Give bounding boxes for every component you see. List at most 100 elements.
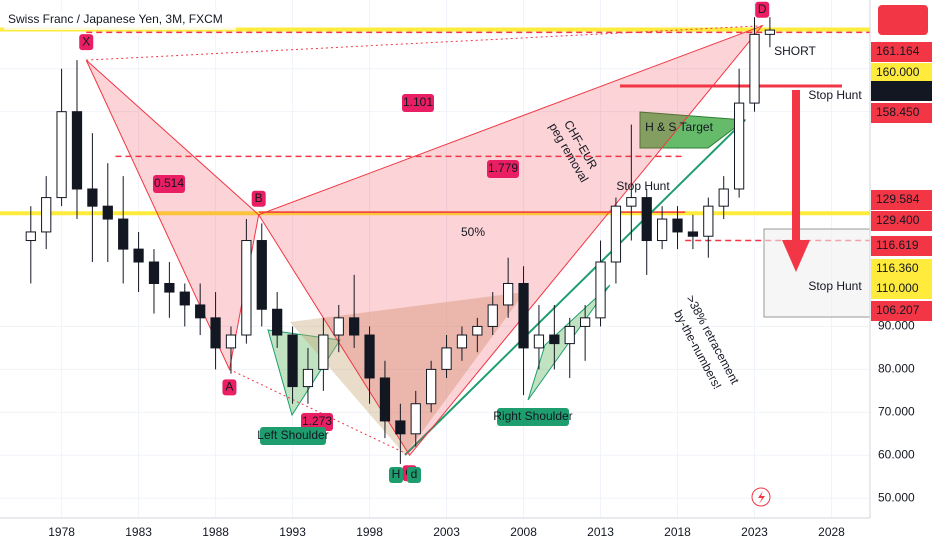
candle-body [657,218,668,242]
candle-body [71,111,83,190]
target-label: H & S Target [645,120,713,134]
candle-body [318,334,329,370]
candle-body [210,317,221,349]
y-tick-label: 60.000 [878,447,915,461]
candle-body [518,282,529,349]
candle-body [41,197,52,233]
price-badge-label: 159.130 [876,83,920,97]
candles [25,17,776,464]
y-tick-label: 80.000 [878,362,915,376]
candle-body [564,325,575,345]
candle-body [179,291,190,306]
x-tick-label: 1998 [356,525,383,539]
price-badge [871,42,932,62]
candle-body [56,111,67,199]
ratio-label: 1.101 [403,95,433,109]
short-label: SHORT [774,44,816,58]
candle-body [256,240,267,310]
candle-body [533,334,545,349]
candle-body [410,403,421,435]
candle-body [349,317,360,336]
candle-body [733,102,745,190]
y-tick-label: 70.000 [878,405,915,419]
fifty-label: 50% [461,225,485,239]
ratio-badge [402,94,434,112]
price-badge-label: 116.619 [876,238,919,252]
ratio-label: 1.779 [488,161,518,175]
candle-body [549,334,560,345]
candle-body [364,334,375,379]
event-icon-bolt [758,491,765,504]
point-badge [755,1,770,18]
candle-body [764,29,776,35]
candle-body [287,334,298,388]
candle-body [580,317,591,327]
price-badge [871,279,932,299]
shoulder-badge [497,408,569,426]
shoulder-label: Right Shoulder [493,409,572,423]
x-tick-label: 1978 [48,525,75,539]
candle-body [87,188,98,207]
price-badge [871,301,932,321]
candle-body [379,377,391,422]
target-callout [639,111,747,149]
point-label: B [255,191,263,205]
candle-body [441,347,452,370]
ratio-label: 1.273 [302,414,332,428]
candle-body [749,33,760,104]
candle-body [225,334,237,349]
price-badge-label: 161.164 [876,44,920,58]
price-badge-label: 129.584 [876,192,920,206]
chart-title: Swiss Franc / Japanese Yen, 3M, FXCM [8,12,223,26]
price-badge [871,190,932,210]
candle-body [133,248,144,263]
candle-body [426,368,437,405]
price-badge-label: 116.360 [876,261,919,275]
x-tick-label: 2013 [587,525,614,539]
price-badge-label: 129.400 [876,213,920,227]
price-badge [871,63,932,83]
price-badge [871,103,932,123]
x-tick-label: 1988 [202,525,229,539]
ratio-badge [487,160,519,178]
candle-body [503,282,514,306]
candle-body [487,304,498,327]
title-bg [4,10,236,30]
candle-body [610,205,622,263]
point-label: d [411,467,418,481]
y-tick-label: 90.000 [878,319,915,333]
candle-body [241,240,252,336]
candle-body [395,420,406,435]
target-zone [763,228,871,318]
neck-target-line [404,119,746,456]
point-label: H [392,467,401,481]
price-badge [871,236,932,256]
point-badge [251,190,266,207]
shoulder-badge [260,427,326,445]
point-badge [222,379,237,396]
x-tick-label: 2028 [818,525,845,539]
point-badge [407,467,421,483]
top-badge [878,5,928,35]
price-badge-label: 110.000 [876,281,919,295]
point-badge [79,34,94,51]
head-shape [290,292,525,455]
point-badge [389,467,403,483]
stop-hunt-label: Stop Hunt [808,88,862,102]
candle-body [164,282,175,293]
candle-body [118,218,129,250]
stop-hunt-label: Stop Hunt [808,279,862,293]
candle-body [626,197,637,207]
candle-body [641,197,652,242]
price-badge-label: 160.000 [876,65,920,79]
price-badge [871,211,932,231]
stop-hunt-label: Stop Hunt [616,179,670,193]
candle-body [102,205,113,220]
point-label: X [82,34,90,48]
x-tick-label: 2003 [433,525,460,539]
candle-body [472,325,483,336]
time-axis-bg [0,518,932,550]
candle-body [595,261,606,319]
candle-body [718,188,729,207]
